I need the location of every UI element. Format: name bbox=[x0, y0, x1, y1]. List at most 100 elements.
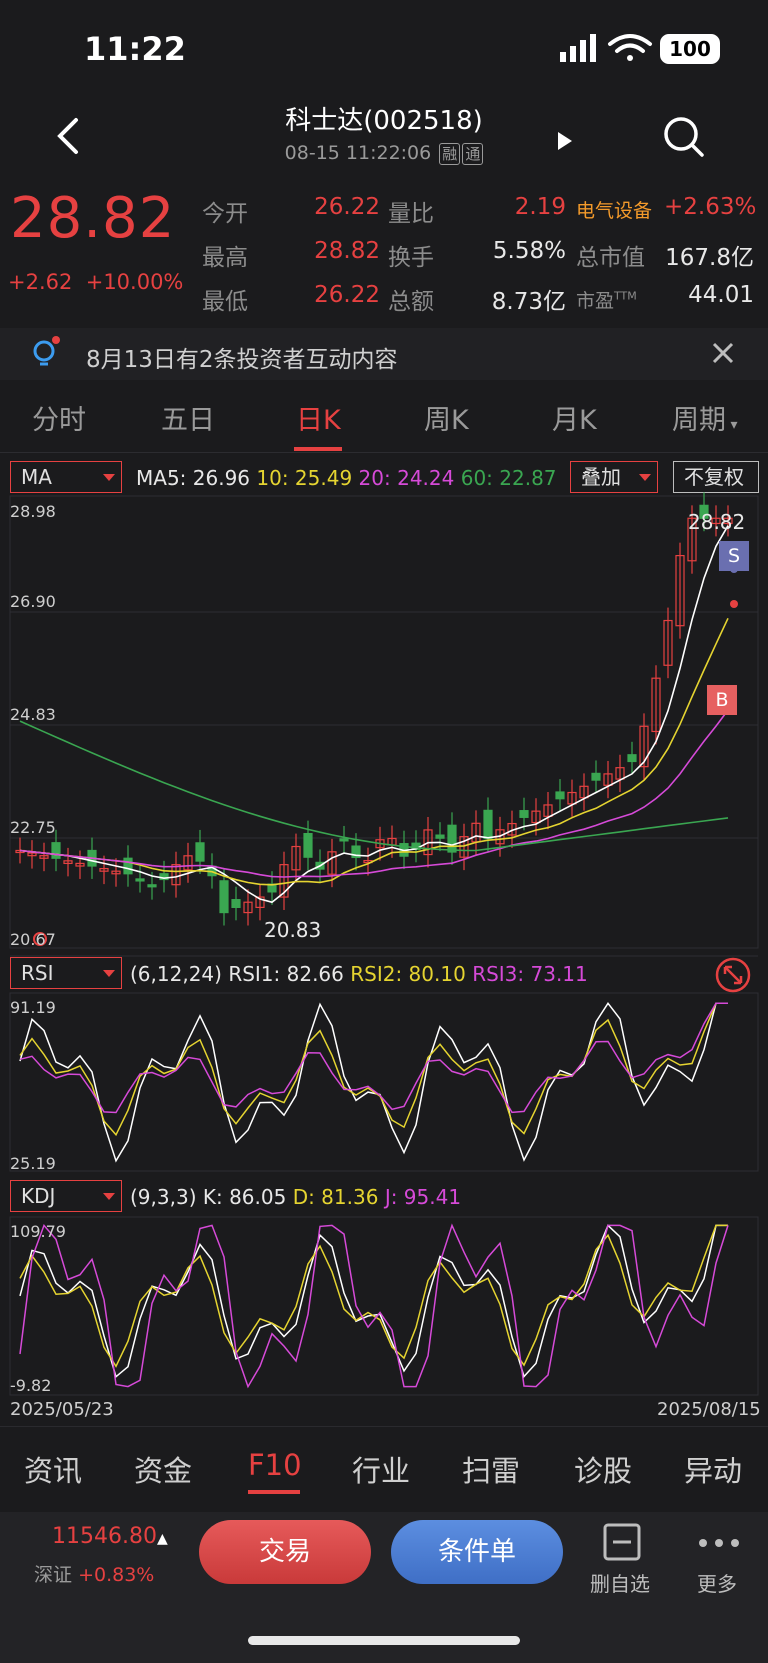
candle-body bbox=[255, 896, 265, 909]
caret-icon bbox=[639, 474, 651, 481]
price-axis-max: 28.98 bbox=[10, 502, 56, 521]
candle-body bbox=[279, 864, 289, 898]
date-start: 2025/05/23 bbox=[10, 1399, 114, 1420]
sell-marker[interactable]: S bbox=[719, 541, 749, 571]
more-icon bbox=[699, 1539, 739, 1547]
open-value: 26.22 bbox=[314, 194, 380, 220]
notice-text[interactable]: 8月13日有2条投资者互动内容 bbox=[86, 347, 398, 373]
adjust-button[interactable]: 不复权 bbox=[673, 461, 759, 493]
ma60-line bbox=[19, 720, 729, 852]
candle-body bbox=[327, 851, 337, 875]
buy-marker[interactable]: B bbox=[707, 685, 737, 715]
expand-icon[interactable] bbox=[0, 0, 768, 1000]
candle-body bbox=[99, 867, 109, 872]
price-panel-frame bbox=[9, 495, 759, 949]
price-axis-tick: 22.75 bbox=[10, 818, 56, 837]
price-change: +2.62 +10.00% bbox=[8, 270, 183, 294]
candle-body bbox=[447, 824, 457, 853]
bottom-tab-f10[interactable]: F10 bbox=[248, 1448, 302, 1482]
rsi1-value: RSI1: 82.66 bbox=[228, 962, 344, 986]
candle-body bbox=[171, 864, 181, 886]
date-end: 2025/08/15 bbox=[657, 1399, 761, 1420]
remove-watchlist-label[interactable]: 删自选 bbox=[590, 1572, 650, 1596]
candle-body bbox=[555, 791, 565, 800]
ttm-superscript: TTM bbox=[614, 289, 637, 303]
candle-body bbox=[339, 838, 349, 842]
candle-body bbox=[159, 873, 169, 881]
next-stock-icon bbox=[558, 132, 572, 150]
candle-body bbox=[639, 725, 649, 768]
overlay-selector[interactable]: 叠加 bbox=[570, 461, 658, 493]
bottom-tab-diagnose[interactable]: 诊股 bbox=[574, 1454, 633, 1488]
candle-body bbox=[519, 810, 529, 818]
overlay-label: 叠加 bbox=[581, 465, 621, 489]
index-name: 深证 bbox=[34, 1564, 73, 1586]
caret-icon bbox=[103, 474, 115, 481]
candle-body bbox=[111, 870, 121, 875]
ma10-line bbox=[19, 617, 729, 886]
trade-button[interactable]: 交易 bbox=[199, 1520, 371, 1584]
candle-body bbox=[435, 834, 445, 839]
price-axis-min: 20.67 bbox=[10, 930, 56, 949]
bottom-tab-scan[interactable]: 扫雷 bbox=[462, 1454, 521, 1488]
bottom-tab-alerts[interactable]: 异动 bbox=[684, 1454, 743, 1488]
amount-label: 总额 bbox=[388, 289, 434, 315]
sector-change: +2.63% bbox=[664, 194, 757, 220]
ma5-value: MA5: 26.96 bbox=[136, 466, 251, 490]
change-value: +2.62 bbox=[8, 270, 73, 294]
tab-five-day[interactable]: 五日 bbox=[161, 405, 215, 436]
tab-monthly-k[interactable]: 月K bbox=[552, 405, 597, 436]
back-icon[interactable] bbox=[0, 0, 768, 180]
change-percent: +10.00% bbox=[85, 270, 184, 294]
wifi-icon bbox=[608, 34, 652, 61]
search-icon bbox=[664, 117, 698, 151]
candle-body bbox=[591, 772, 601, 781]
market-cap-value: 167.8亿 bbox=[665, 245, 754, 271]
candle-body bbox=[231, 899, 241, 909]
active-tab-underline bbox=[294, 447, 342, 451]
candle-body bbox=[75, 862, 85, 867]
tab-weekly-k[interactable]: 周K bbox=[424, 405, 469, 436]
more-label[interactable]: 更多 bbox=[697, 1572, 737, 1596]
event-marker-icon bbox=[33, 932, 47, 946]
candlestick-chart[interactable] bbox=[0, 0, 768, 1420]
kdj-values: (9,3,3) K: 86.05 D: 81.36 J: 95.41 bbox=[130, 1185, 461, 1209]
candle-body bbox=[651, 677, 661, 733]
caret-icon bbox=[103, 970, 115, 977]
ma10-value: 10: 25.49 bbox=[256, 466, 353, 490]
tab-period[interactable]: 周期 ▾ bbox=[672, 398, 737, 437]
ma5-line bbox=[19, 525, 729, 904]
j-line bbox=[19, 1223, 729, 1389]
candle-body bbox=[123, 857, 133, 875]
bottom-tab-funds[interactable]: 资金 bbox=[134, 1454, 193, 1488]
kdj-axis-max: 109.79 bbox=[10, 1222, 66, 1241]
candle-body bbox=[303, 832, 313, 858]
bottom-tab-news[interactable]: 资讯 bbox=[24, 1454, 83, 1488]
kdj-selector[interactable]: KDJ bbox=[10, 1180, 122, 1212]
ma20-line bbox=[19, 709, 729, 878]
low-value: 26.22 bbox=[314, 282, 380, 308]
status-time: 11:22 bbox=[84, 30, 186, 68]
candle-body bbox=[459, 836, 469, 858]
rsi-panel-frame bbox=[9, 992, 759, 1172]
datetime-text: 08-15 11:22:06 bbox=[284, 142, 432, 164]
period-label: 周期 bbox=[672, 405, 726, 436]
condition-order-button[interactable]: 条件单 bbox=[391, 1520, 563, 1584]
rsi2-line bbox=[19, 1002, 728, 1137]
investor-notice[interactable] bbox=[0, 328, 768, 380]
caret-icon bbox=[103, 1193, 115, 1200]
ma-selector[interactable]: MA bbox=[10, 461, 122, 493]
tab-daily-k[interactable]: 日K bbox=[296, 405, 341, 436]
sector-link[interactable]: 电气设备 bbox=[576, 200, 653, 222]
candle-body bbox=[627, 754, 637, 763]
low-price-label: 20.83 bbox=[264, 918, 322, 942]
k-value: K: 86.05 bbox=[202, 1185, 287, 1209]
candle-body bbox=[579, 785, 589, 799]
index-value[interactable]: 11546.80▲ bbox=[52, 1524, 168, 1549]
rsi-selector[interactable]: RSI bbox=[10, 957, 122, 989]
chevron-down-icon: ▾ bbox=[726, 417, 738, 433]
bottom-tab-industry[interactable]: 行业 bbox=[352, 1454, 411, 1488]
tab-timeshare[interactable]: 分时 bbox=[32, 405, 86, 436]
amount-value: 8.73亿 bbox=[491, 289, 566, 315]
